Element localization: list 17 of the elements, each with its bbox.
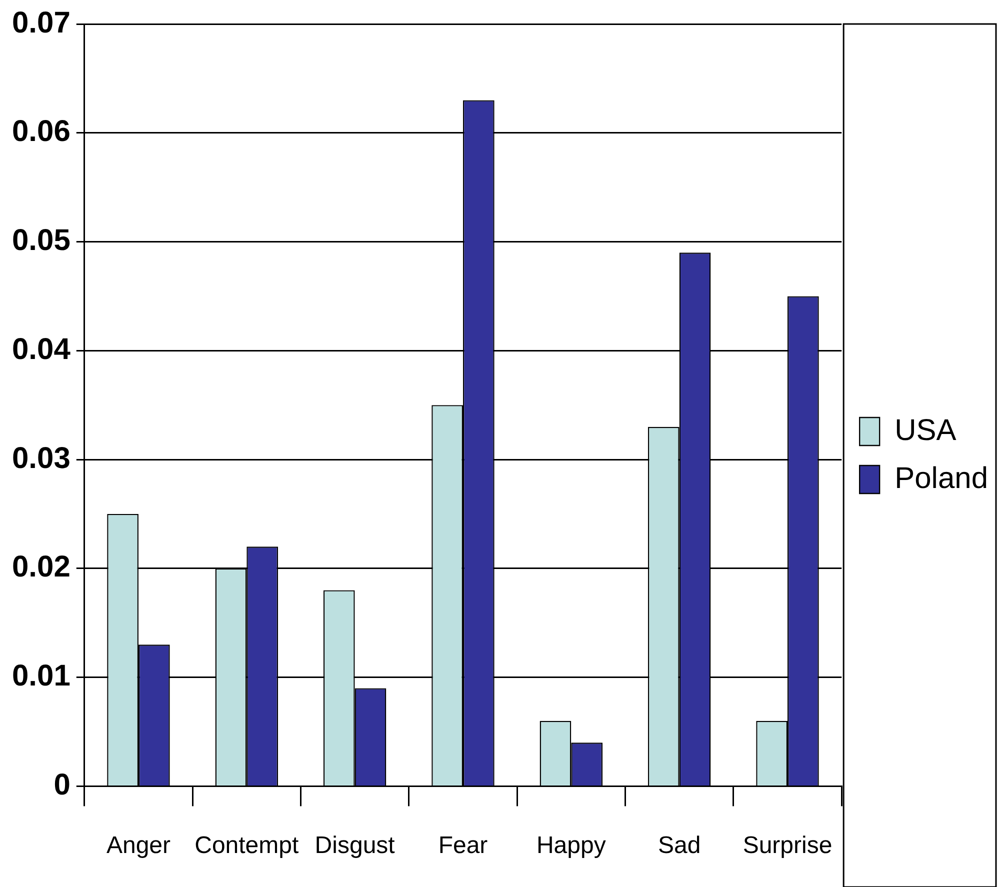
y-tick-label: 0.05 <box>12 224 70 258</box>
y-tick-label: 0.02 <box>12 550 70 584</box>
x-tick-label: Sad <box>658 832 701 860</box>
x-tick-label: Disgust <box>314 832 396 860</box>
x-tick-label: Surprise <box>742 832 832 860</box>
y-tick-label: 0.01 <box>12 660 70 693</box>
y-tick-label: 0.06 <box>12 115 70 148</box>
x-tick-label: Contempt <box>194 832 299 860</box>
legend-label: USA <box>894 414 956 447</box>
x-tick-label: Anger <box>106 832 170 860</box>
y-tick-label: 0.07 <box>12 6 70 40</box>
legend-label: Poland <box>894 462 988 495</box>
y-tick-label: 0.03 <box>12 442 70 475</box>
x-tick-label: Fear <box>438 832 488 860</box>
x-tick-label: Happy <box>536 832 606 860</box>
y-tick-label: 0.04 <box>12 332 71 366</box>
y-tick-label: 0 <box>54 768 70 802</box>
